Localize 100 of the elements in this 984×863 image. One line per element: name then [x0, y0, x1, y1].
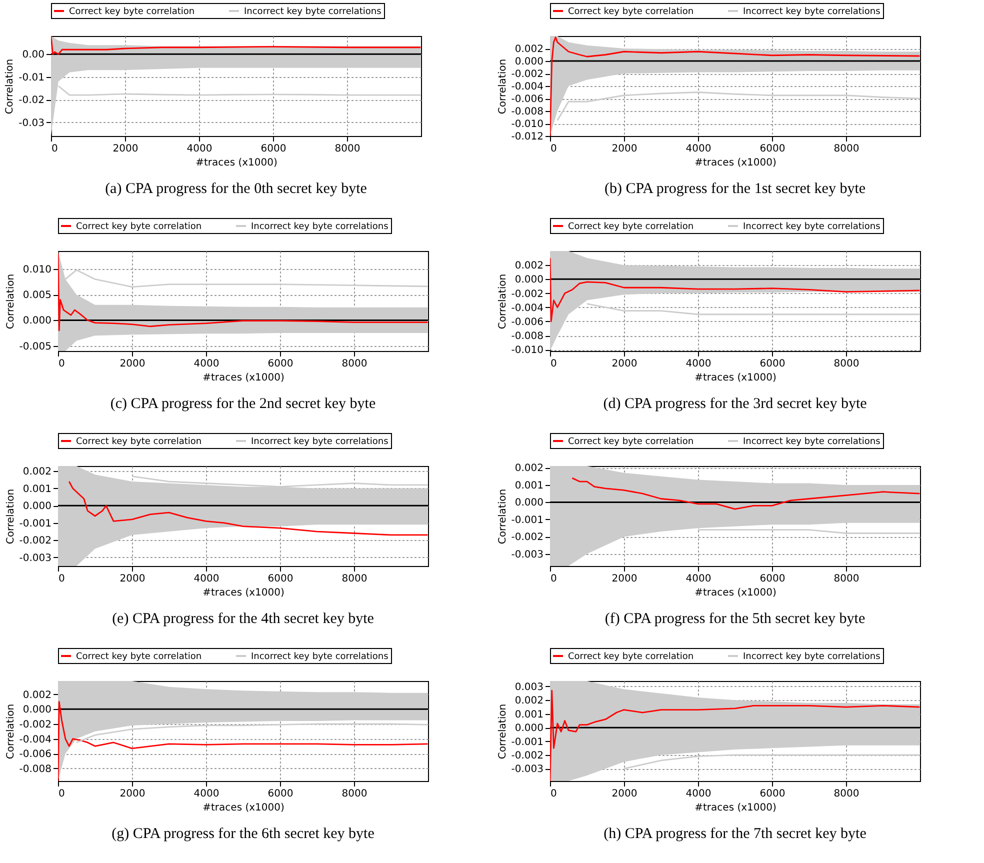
y-tick-label: -0.006 — [511, 316, 544, 328]
text: (b) CPA progress for the 1st secret key byte — [604, 181, 866, 197]
legend-label: Incorrect key byte correlations — [743, 7, 881, 17]
y-tick-label: 0.002 — [514, 260, 544, 272]
x-tick-label: 0 — [550, 574, 557, 584]
line-series — [572, 477, 920, 510]
y-axis-title: Correlation — [497, 488, 508, 544]
legend-label: Incorrect key byte correlations — [251, 437, 389, 447]
y-tick-label: 0.002 — [22, 690, 52, 701]
x-axis-title: #traces (x1000) — [196, 158, 278, 168]
legend-label: Correct key byte correlation — [568, 7, 694, 17]
x-tick-label: 0 — [550, 358, 557, 370]
x-tick-label: 2000 — [120, 358, 146, 370]
x-tick-label: 6000 — [760, 788, 786, 800]
legend-label: Correct key byte correlation — [568, 437, 694, 447]
x-tick-label: 2000 — [612, 574, 638, 584]
y-tick-label: 0.000 — [514, 498, 544, 509]
y-tick-label: 0.00 — [22, 50, 44, 61]
x-tick-label: 2000 — [612, 144, 638, 154]
y-tick-label: 0.001 — [514, 480, 544, 492]
y-axis-title: Correlation — [4, 58, 16, 114]
legend-label: Incorrect key byte correlations — [743, 652, 881, 662]
y-axis-title: Correlation — [497, 704, 508, 760]
line-series — [76, 723, 428, 744]
x-tick-label: 6000 — [760, 144, 786, 154]
x-tick-label: 2000 — [612, 788, 638, 800]
x-tick-label: 4000 — [186, 144, 212, 154]
x-tick-label: 0 — [58, 574, 65, 584]
x-tick-label: 2000 — [120, 788, 146, 800]
x-tick-label: 2000 — [120, 574, 146, 584]
x-tick-label: 4000 — [686, 574, 712, 584]
y-tick-label: -0.004 — [511, 302, 544, 314]
legend-label: Incorrect key byte correlations — [743, 222, 881, 232]
y-tick-label: -0.001 — [511, 736, 544, 748]
line-series — [68, 480, 428, 536]
x-axis-title: #traces (x1000) — [202, 588, 284, 598]
y-axis-title: Correlation — [497, 58, 508, 114]
y-tick-label: 0.002 — [22, 466, 52, 478]
line-series — [556, 92, 920, 122]
x-tick-label: 0 — [58, 358, 65, 370]
x-tick-label: 8000 — [342, 788, 368, 800]
x-tick-label: 0 — [550, 144, 557, 154]
x-tick-label: 8000 — [834, 788, 860, 800]
x-axis-title: #traces (x1000) — [694, 158, 776, 168]
x-tick-label: 6000 — [760, 358, 786, 370]
x-tick-label: 8000 — [342, 574, 368, 584]
y-tick-label: -0.001 — [511, 514, 544, 526]
y-tick-label: 0.000 — [514, 56, 544, 68]
legend-label: Incorrect key byte correlations — [251, 222, 389, 232]
y-tick-label: -0.006 — [19, 749, 52, 760]
y-axis-title: Correlation — [497, 274, 508, 330]
legend-label: Correct key byte correlation — [76, 222, 202, 232]
y-tick-label: -0.003 — [511, 764, 544, 776]
text: (e) CPA progress for the 4th secret key byte — [112, 611, 374, 627]
x-tick-label: 6000 — [260, 144, 286, 154]
y-tick-label: -0.002 — [511, 69, 544, 80]
y-tick-label: 0.003 — [514, 682, 544, 693]
legend-label: Correct key byte correlation — [568, 222, 694, 232]
x-tick-label: 8000 — [834, 358, 860, 370]
text: (h) CPA progress for the 7th secret key byte — [604, 826, 867, 842]
x-axis-title: #traces (x1000) — [694, 802, 776, 814]
y-tick-label: 0.010 — [22, 264, 52, 276]
legend-label: Incorrect key byte correlations — [251, 652, 389, 662]
y-tick-label: -0.012 — [511, 132, 544, 142]
y-tick-label: 0.002 — [514, 44, 544, 55]
y-axis-title: Correlation — [5, 274, 16, 330]
y-axis-title: Correlation — [5, 704, 16, 760]
text: (c) CPA progress for the 2nd secret key byte — [110, 396, 376, 412]
legend-label: Correct key byte correlation — [69, 7, 195, 17]
x-tick-label: 4000 — [686, 358, 712, 370]
x-tick-label: 6000 — [268, 574, 294, 584]
x-axis-title: #traces (x1000) — [202, 372, 284, 384]
text: (f) CPA progress for the 5th secret key byte — [604, 611, 866, 627]
y-tick-label: 0.000 — [22, 316, 52, 327]
x-tick-label: 0 — [58, 788, 65, 800]
y-tick-label: -0.008 — [511, 106, 544, 118]
x-tick-label: 8000 — [342, 358, 368, 370]
x-tick-label: 4000 — [194, 358, 220, 370]
y-tick-label: 0.002 — [514, 463, 544, 474]
text: (a) CPA progress for the 0th secret key byte — [105, 181, 368, 197]
x-axis-title: #traces (x1000) — [202, 802, 284, 814]
y-axis-title: Correlation — [5, 488, 16, 544]
y-tick-label: -0.01 — [18, 72, 44, 84]
y-tick-label: -0.001 — [19, 518, 52, 530]
y-tick-label: 0.000 — [22, 501, 52, 512]
y-tick-label: 0.000 — [514, 274, 544, 286]
y-tick-label: 0.000 — [514, 723, 544, 734]
y-tick-label: -0.002 — [511, 532, 544, 544]
y-tick-label: -0.002 — [19, 719, 52, 730]
y-tick-label: -0.002 — [511, 288, 544, 300]
y-tick-label: -0.010 — [511, 345, 544, 356]
x-tick-label: 4000 — [686, 788, 712, 800]
y-tick-label: -0.010 — [511, 119, 544, 130]
y-tick-label: -0.008 — [511, 331, 544, 342]
x-tick-label: 6000 — [760, 574, 786, 584]
legend-label: Correct key byte correlation — [76, 652, 202, 662]
y-tick-label: -0.004 — [19, 734, 52, 746]
x-tick-label: 0 — [550, 788, 557, 800]
y-tick-label: 0.001 — [22, 484, 52, 495]
x-tick-label: 8000 — [834, 144, 860, 154]
